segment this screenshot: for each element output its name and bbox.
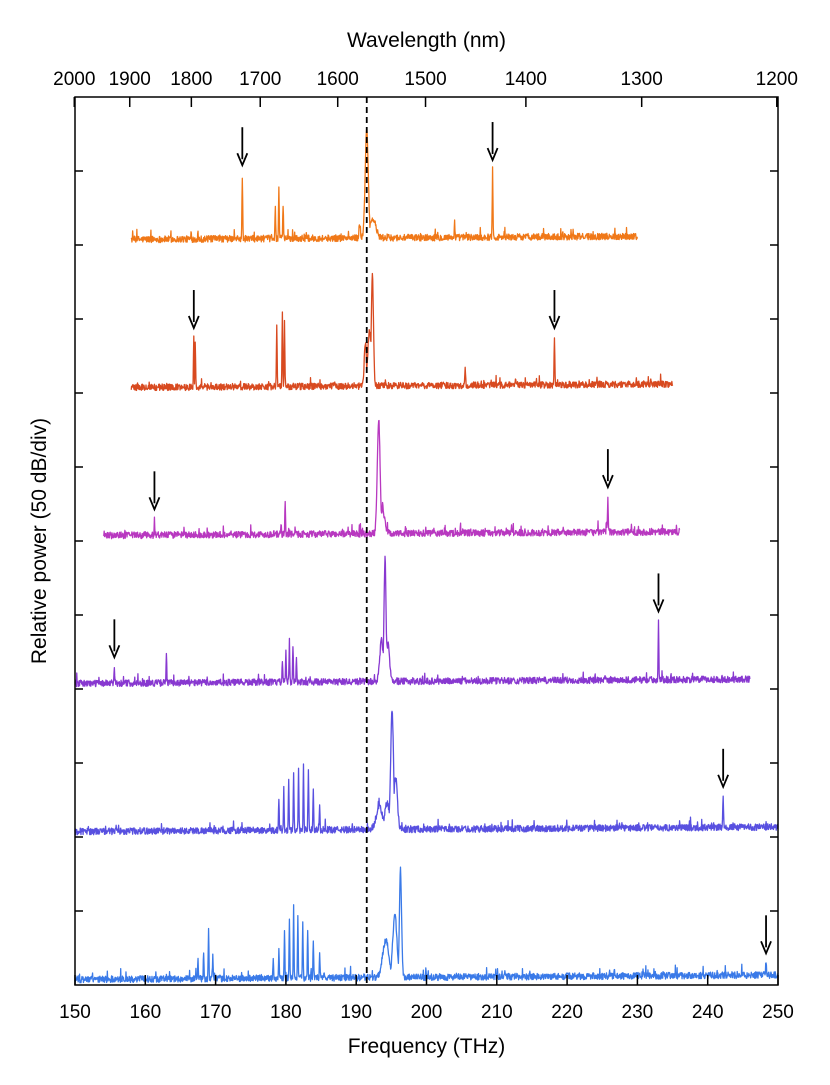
x2-tick-label: 1900 xyxy=(109,69,151,90)
x-axis-title: Frequency (THz) xyxy=(348,1035,506,1058)
arrow-series-1-1 xyxy=(236,127,249,168)
plot-frame xyxy=(74,96,779,986)
x-tick-label: 200 xyxy=(411,1002,443,1023)
x-tick-label: 150 xyxy=(59,1002,91,1023)
x-tick-label: 190 xyxy=(340,1002,372,1023)
arrow-markers xyxy=(108,122,772,956)
x2-tick-label: 1500 xyxy=(404,69,446,90)
x2-tick-label: 1200 xyxy=(756,69,798,90)
axis-ticks xyxy=(73,97,779,985)
x-tick-label: 230 xyxy=(622,1002,654,1023)
x-tick-label: 240 xyxy=(692,1002,724,1023)
x-tick-label: 250 xyxy=(762,1002,794,1023)
x2-tick-label: 1600 xyxy=(317,69,359,90)
x-tick-label: 180 xyxy=(270,1002,302,1023)
x2-tick-label: 1800 xyxy=(170,69,212,90)
arrow-series-6-1 xyxy=(760,915,772,956)
x-tick-label: 170 xyxy=(200,1002,232,1023)
arrow-series-3-2 xyxy=(602,449,614,490)
x-tick-label: 160 xyxy=(129,1002,161,1023)
arrow-series-1-2 xyxy=(486,122,499,163)
series-3-trace xyxy=(102,419,681,540)
x2-tick-label: 1300 xyxy=(621,69,663,90)
x2-tick-label: 2000 xyxy=(53,69,95,90)
series-6-trace xyxy=(74,866,779,984)
arrow-series-5-1 xyxy=(717,748,729,790)
x2-tick-label: 1400 xyxy=(505,69,547,90)
arrow-series-2-2 xyxy=(548,290,561,331)
spectrum-traces xyxy=(74,127,779,984)
top-axis-title: Wavelength (nm) xyxy=(347,29,506,52)
arrow-series-3-1 xyxy=(148,471,161,512)
x-tick-label: 220 xyxy=(551,1002,583,1023)
series-1-trace xyxy=(130,127,639,244)
series-4-trace xyxy=(74,555,751,688)
axis-tick-labels: 150 160 170 180 190 200 210 220 230 240 250 2000 190… xyxy=(53,69,798,1023)
x2-tick-label: 1700 xyxy=(239,69,281,90)
arrow-series-4-1 xyxy=(108,619,121,660)
series-5-trace xyxy=(74,710,779,836)
arrow-series-4-2 xyxy=(652,573,665,614)
y-axis-title: Relative power (50 dB/div) xyxy=(28,418,51,664)
arrow-series-2-1 xyxy=(187,290,200,331)
x-tick-label: 210 xyxy=(481,1002,513,1023)
series-2-trace xyxy=(130,272,674,392)
